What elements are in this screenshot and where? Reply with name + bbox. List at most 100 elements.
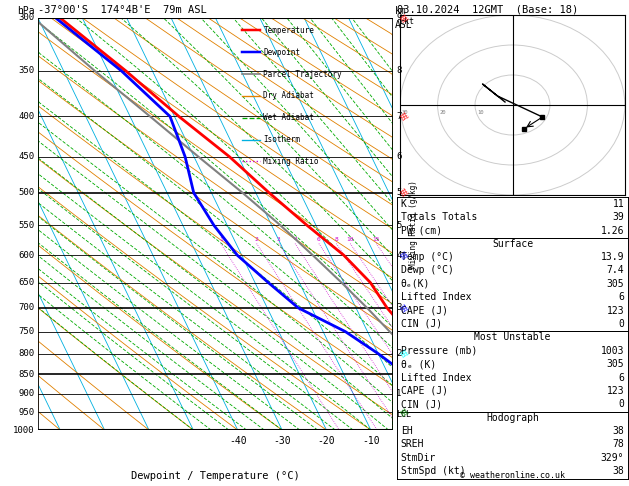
Text: 38: 38 [613,426,624,436]
Text: 39: 39 [613,212,624,222]
Text: 700: 700 [19,303,35,312]
Text: 6: 6 [618,373,624,382]
Text: 8: 8 [335,237,338,242]
Text: Mixing Ratio (g/kg): Mixing Ratio (g/kg) [409,180,418,268]
Text: 30: 30 [402,109,408,115]
Text: 8: 8 [396,66,401,75]
Text: ASL: ASL [395,20,413,31]
Text: ///: /// [399,188,409,197]
Text: ///: /// [399,112,409,121]
Text: Isotherm: Isotherm [264,135,301,144]
Text: K: K [401,199,407,209]
Text: 20: 20 [440,109,446,115]
Text: Most Unstable: Most Unstable [474,332,550,342]
Text: 2: 2 [396,349,401,358]
Text: ///: /// [399,349,409,358]
Text: 5: 5 [396,188,401,197]
Text: 4: 4 [396,251,401,260]
Text: © weatheronline.co.uk: © weatheronline.co.uk [460,471,565,480]
Text: ///: /// [399,251,409,260]
Text: Totals Totals: Totals Totals [401,212,477,222]
Text: 38: 38 [613,466,624,476]
Text: PW (cm): PW (cm) [401,226,442,236]
Text: 850: 850 [19,370,35,379]
Text: -30: -30 [273,436,291,446]
Text: Dry Adiabat: Dry Adiabat [264,91,314,101]
Text: -37°00'S  174°4B'E  79m ASL: -37°00'S 174°4B'E 79m ASL [38,5,207,15]
Text: 305: 305 [606,279,624,289]
Text: 300: 300 [19,14,35,22]
Text: CIN (J): CIN (J) [401,399,442,409]
Text: 350: 350 [19,66,35,75]
Text: 329°: 329° [601,453,624,463]
Text: ///: /// [399,408,409,417]
Text: 650: 650 [19,278,35,287]
Text: ///: /// [399,408,409,417]
Text: θₑ (K): θₑ (K) [401,359,436,369]
Text: 1000: 1000 [13,426,35,434]
Text: ///: /// [399,13,409,23]
Text: 10: 10 [477,109,484,115]
Text: Parcel Trajectory: Parcel Trajectory [264,69,342,79]
Text: km: km [395,5,406,16]
Text: 9: 9 [396,14,401,22]
Text: Dewpoint: Dewpoint [264,48,301,57]
Text: SREH: SREH [401,439,425,450]
Text: CAPE (J): CAPE (J) [401,386,448,396]
Text: 123: 123 [606,386,624,396]
Text: 10: 10 [347,237,354,242]
Text: Surface: Surface [492,239,533,248]
Text: kt: kt [404,17,414,26]
Text: -10: -10 [362,436,380,446]
Text: 4: 4 [293,237,297,242]
Text: 6: 6 [317,237,321,242]
Text: Dewpoint / Temperature (°C): Dewpoint / Temperature (°C) [131,471,300,481]
Text: 3: 3 [396,303,401,312]
Text: Lifted Index: Lifted Index [401,292,471,302]
Text: 1: 1 [219,237,223,242]
Text: 123: 123 [606,306,624,315]
Text: 13.9: 13.9 [601,252,624,262]
Text: 0: 0 [618,399,624,409]
Text: 3: 3 [277,237,281,242]
Text: 1.26: 1.26 [601,226,624,236]
Text: -20: -20 [318,436,335,446]
Text: 0: 0 [618,319,624,329]
Text: CIN (J): CIN (J) [401,319,442,329]
Text: 7: 7 [396,112,401,121]
Text: 600: 600 [19,251,35,260]
Text: Wet Adiabat: Wet Adiabat [264,113,314,122]
Text: ///: /// [399,303,409,312]
Text: Hodograph: Hodograph [486,413,539,423]
Text: -40: -40 [229,436,247,446]
Text: Lifted Index: Lifted Index [401,373,471,382]
Text: LCL: LCL [396,410,411,419]
Text: ///: /// [399,349,409,358]
Text: 450: 450 [19,152,35,161]
Text: ///: /// [399,112,409,121]
Text: 900: 900 [19,389,35,399]
Text: CAPE (J): CAPE (J) [401,306,448,315]
Text: Mixing Ratio: Mixing Ratio [264,157,319,166]
Text: hPa: hPa [17,5,35,16]
Text: 400: 400 [19,112,35,121]
Text: 1: 1 [396,389,401,399]
Text: ///: /// [399,303,409,312]
Text: Temp (°C): Temp (°C) [401,252,454,262]
Text: StmSpd (kt): StmSpd (kt) [401,466,465,476]
Text: 03.10.2024  12GMT  (Base: 18): 03.10.2024 12GMT (Base: 18) [397,5,578,15]
Text: 2: 2 [255,237,259,242]
Text: ///: /// [399,251,409,260]
Text: 750: 750 [19,327,35,336]
Text: θₑ(K): θₑ(K) [401,279,430,289]
Text: StmDir: StmDir [401,453,436,463]
Text: ///: /// [399,188,409,197]
Text: 5: 5 [396,221,401,230]
Text: 6: 6 [396,152,401,161]
Text: 6: 6 [618,292,624,302]
Text: ///: /// [399,13,409,23]
Text: 800: 800 [19,349,35,358]
Text: EH: EH [401,426,413,436]
Text: 7.4: 7.4 [606,265,624,276]
Text: Dewp (°C): Dewp (°C) [401,265,454,276]
